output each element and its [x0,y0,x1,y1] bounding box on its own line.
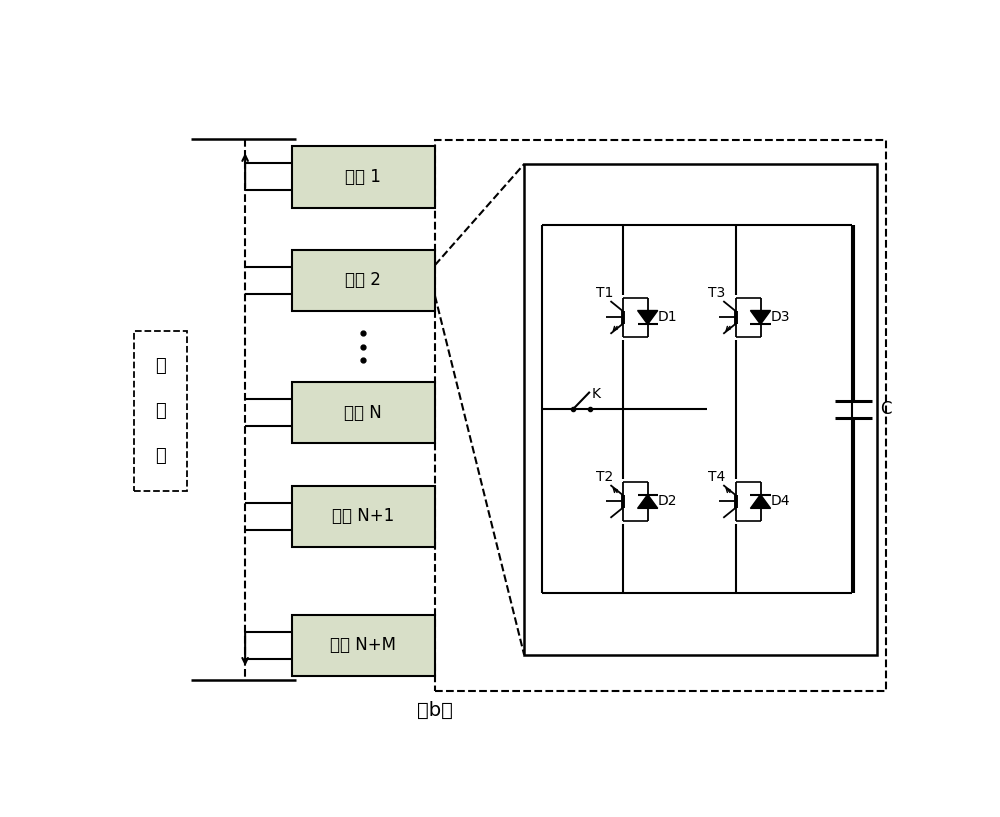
FancyBboxPatch shape [292,485,435,547]
FancyBboxPatch shape [292,382,435,444]
Text: C: C [880,400,892,418]
Text: 模块 2: 模块 2 [345,271,381,289]
Polygon shape [638,494,658,508]
FancyBboxPatch shape [524,164,877,654]
Text: D4: D4 [771,494,790,508]
Text: D3: D3 [771,310,790,324]
Text: D2: D2 [658,494,677,508]
Text: 流: 流 [155,402,166,420]
FancyBboxPatch shape [292,146,435,208]
Text: T3: T3 [708,286,726,300]
FancyBboxPatch shape [134,331,187,491]
Text: 側: 側 [155,447,166,465]
Text: （b）: （b） [417,701,453,720]
Text: 交: 交 [155,357,166,375]
FancyBboxPatch shape [292,614,435,676]
Text: 模块 1: 模块 1 [345,167,381,185]
Text: T1: T1 [596,286,613,300]
Text: D1: D1 [658,310,677,324]
Polygon shape [750,310,771,324]
Text: 模块 N+M: 模块 N+M [330,636,396,654]
Text: K: K [591,386,600,400]
Polygon shape [638,310,658,324]
Polygon shape [750,494,771,508]
Text: 模块 N: 模块 N [344,404,382,422]
Text: T4: T4 [708,470,726,484]
Text: T2: T2 [596,470,613,484]
Text: 模块 N+1: 模块 N+1 [332,507,394,525]
FancyBboxPatch shape [292,250,435,311]
